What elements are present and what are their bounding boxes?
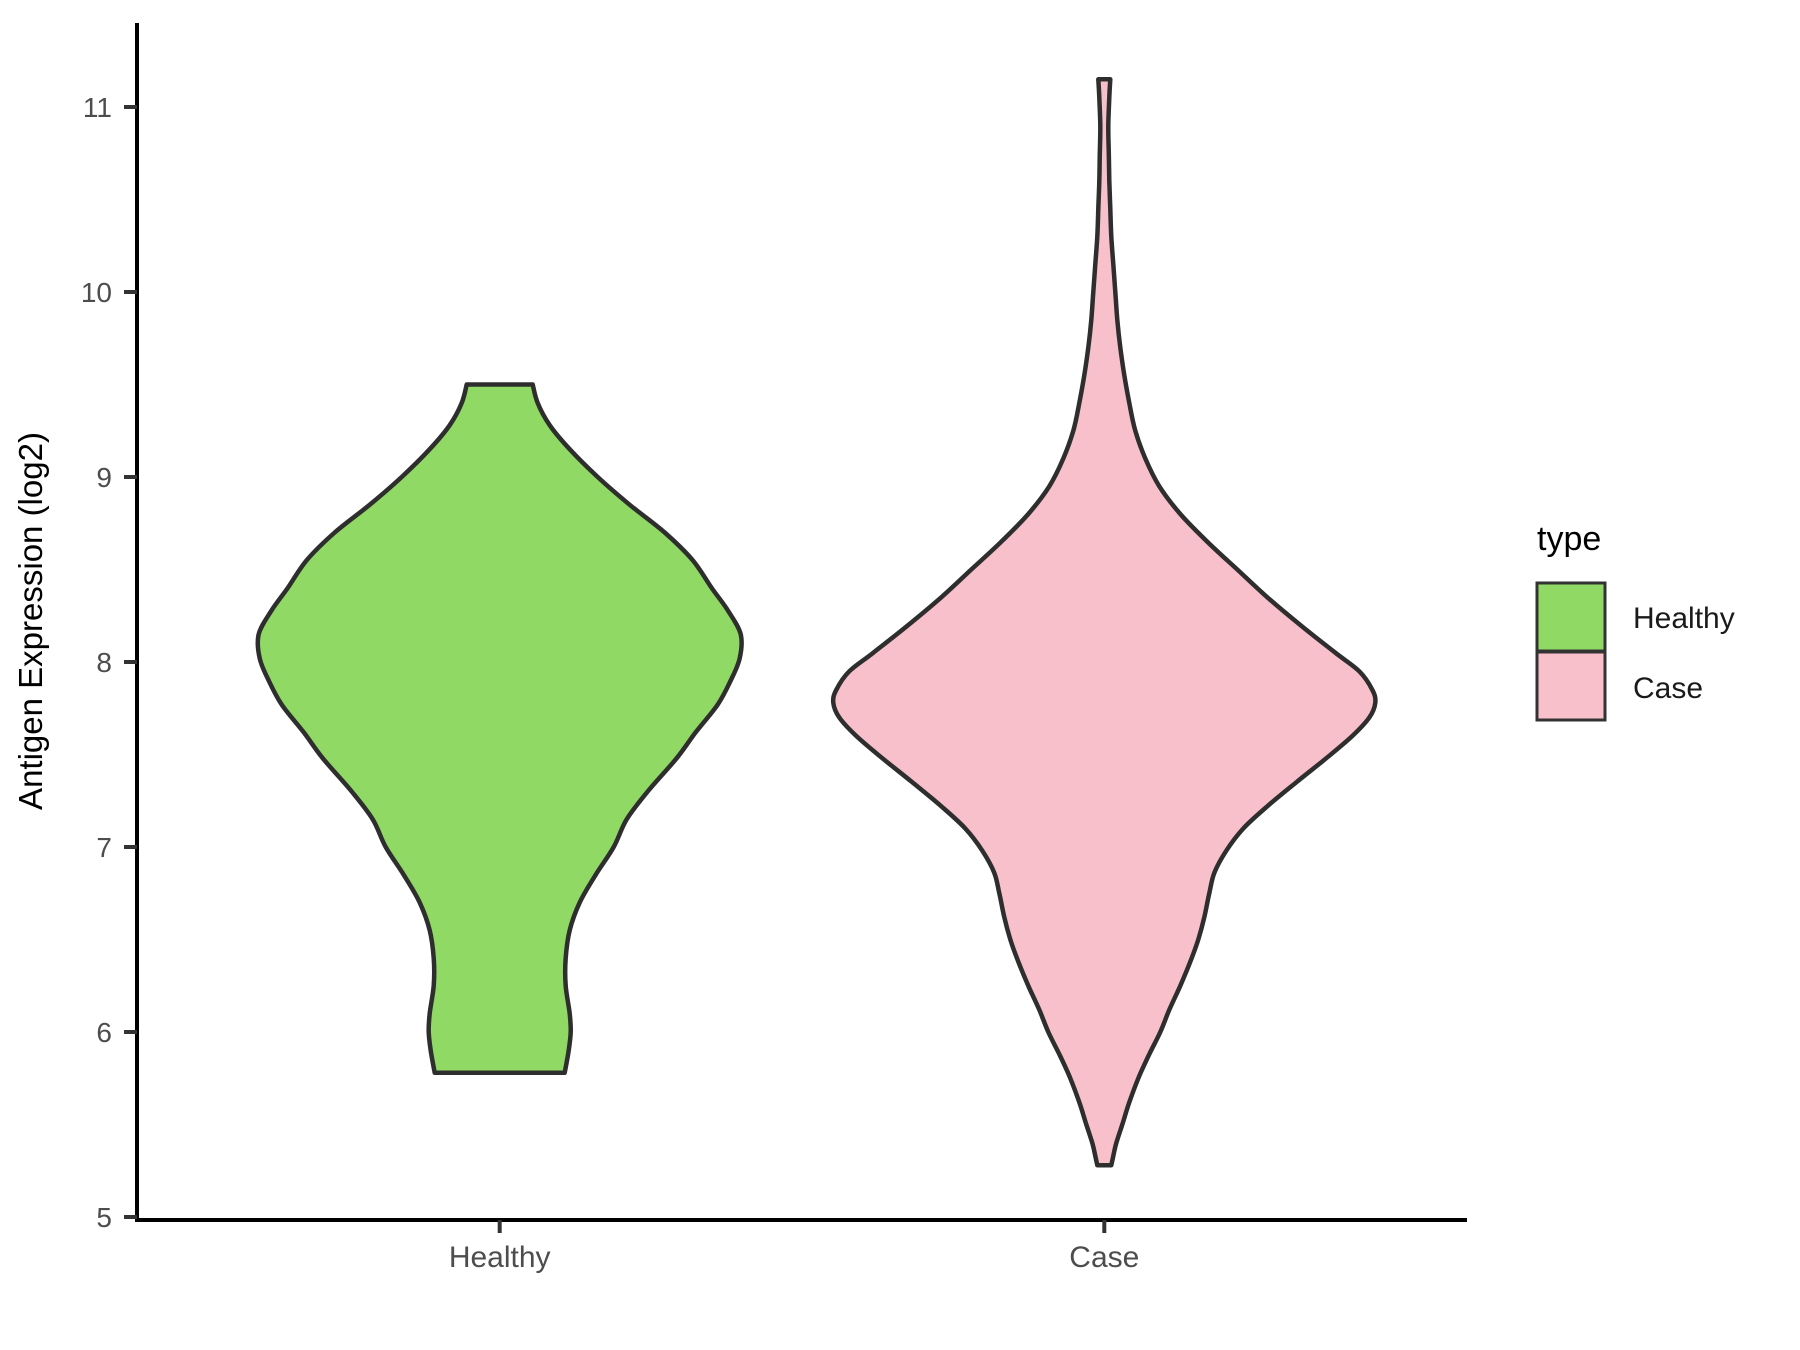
legend-title: type [1537, 520, 1601, 558]
y-tick-label: 7 [96, 832, 112, 863]
violins-group [255, 77, 1378, 1168]
legend-key-healthy [1535, 581, 1607, 653]
y-ticks-group: 5 6 7 8 9 10 11 [81, 92, 137, 1233]
y-tick-label: 6 [96, 1017, 112, 1048]
y-tick-label: 5 [96, 1202, 112, 1233]
y-tick-label: 9 [96, 462, 112, 493]
legend-key-case [1535, 650, 1607, 722]
legend: type Healthy Case [1535, 520, 1735, 722]
y-tick-label: 11 [83, 92, 112, 123]
x-tick-label: Healthy [449, 1241, 551, 1274]
legend-label-healthy: Healthy [1633, 602, 1735, 635]
violin-healthy [255, 382, 744, 1075]
legend-label-case: Case [1633, 672, 1703, 705]
y-tick-label: 8 [96, 647, 112, 678]
violin-case [830, 77, 1378, 1168]
y-tick-label: 10 [81, 277, 112, 308]
x-tick-label: Case [1069, 1241, 1139, 1274]
x-ticks-group: Healthy Case [449, 1220, 1139, 1274]
y-axis-title: Antigen Expression (log2) [12, 432, 49, 810]
